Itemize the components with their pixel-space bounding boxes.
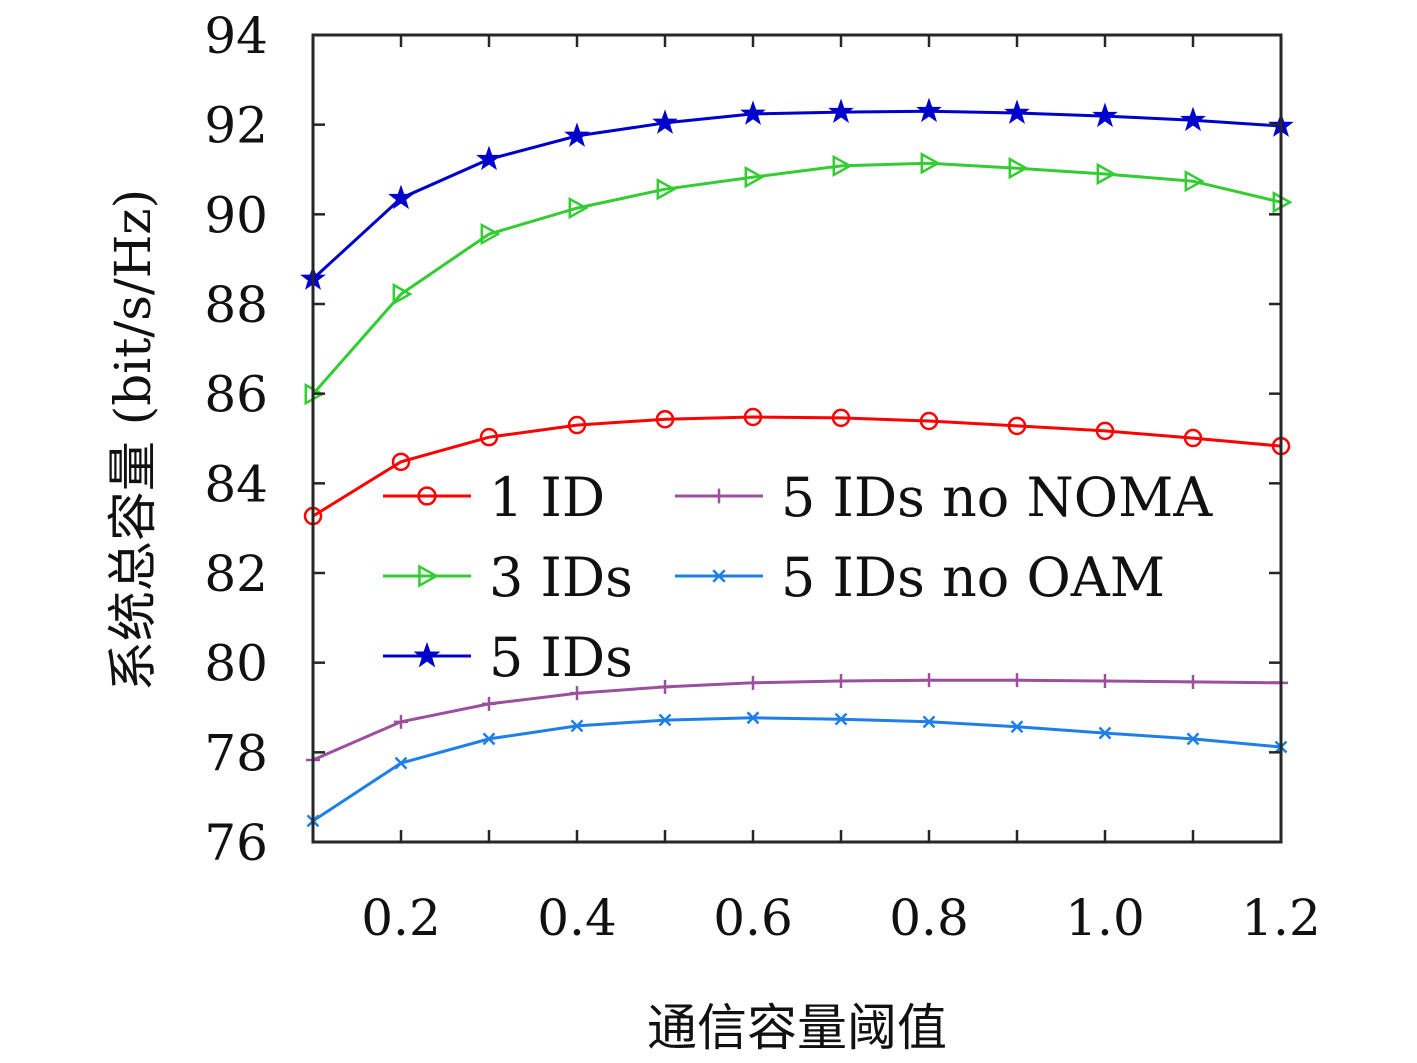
x-marker xyxy=(834,712,848,726)
plus-marker xyxy=(1010,673,1024,688)
series-line xyxy=(311,109,1282,281)
legend-item: 1 ID xyxy=(383,466,605,529)
circle-marker xyxy=(655,409,675,429)
plot-frame xyxy=(311,33,1283,844)
star-marker xyxy=(476,145,502,171)
x-marker xyxy=(482,732,496,746)
triangle-marker xyxy=(1008,157,1029,180)
x-marker xyxy=(712,569,726,583)
star-marker xyxy=(1092,102,1118,128)
x-marker xyxy=(1186,732,1200,746)
star-marker xyxy=(388,184,414,210)
triangle-marker xyxy=(392,283,413,306)
x-tick-label: 0.4 xyxy=(537,889,617,947)
star-marker xyxy=(916,97,942,123)
y-tick-label: 94 xyxy=(204,7,268,65)
triangle-marker xyxy=(568,196,589,220)
star-marker xyxy=(828,98,854,124)
star-marker xyxy=(740,100,766,125)
circle-marker xyxy=(391,452,411,472)
x-marker xyxy=(394,756,408,770)
plus-marker xyxy=(1098,674,1112,689)
plus-marker xyxy=(922,673,936,688)
triangle-marker xyxy=(418,564,440,588)
triangle-marker xyxy=(744,165,765,189)
star-marker xyxy=(413,641,441,668)
triangle-marker xyxy=(656,178,677,201)
plus-marker xyxy=(482,696,496,711)
circle-marker xyxy=(831,408,851,428)
y-tick-label: 86 xyxy=(204,366,268,424)
legend-label: 5 IDs no NOMA xyxy=(781,466,1213,529)
plus-marker xyxy=(746,675,760,690)
star-marker xyxy=(652,109,678,134)
ticks-layer: 0.2 0.4 0.6 0.8 1.0 1.2 76 78 80 82 84 86 88 90 92 94 xyxy=(204,7,1320,947)
series-1-id xyxy=(303,407,1291,526)
triangle-marker xyxy=(480,222,501,246)
star-marker xyxy=(1180,106,1206,132)
x-marker xyxy=(570,719,584,733)
plus-marker xyxy=(834,674,848,689)
x-tick-label: 1.2 xyxy=(1241,889,1321,947)
plus-marker xyxy=(1186,674,1200,689)
triangle-marker xyxy=(1184,170,1205,193)
y-tick-label: 78 xyxy=(204,724,268,782)
x-axis-title: 通信容量阈值 xyxy=(647,999,947,1057)
legend-label: 3 IDs xyxy=(489,546,633,609)
x-marker xyxy=(922,715,936,729)
triangle-marker xyxy=(1096,162,1117,186)
legend-item: 5 IDs no OAM xyxy=(675,546,1165,609)
y-tick-label: 92 xyxy=(204,97,268,155)
series-line xyxy=(312,716,1282,823)
plus-marker xyxy=(711,488,727,504)
circle-marker xyxy=(1007,416,1027,436)
legend-label: 5 IDs no OAM xyxy=(781,546,1165,609)
x-marker xyxy=(1010,720,1024,734)
legend: 1 ID 3 IDs 5 IDs 5 IDs no NOMA 5 IDs no OAM xyxy=(383,466,1213,689)
plus-marker xyxy=(658,679,672,694)
legend-item: 5 IDs no NOMA xyxy=(675,466,1213,529)
series-line xyxy=(312,678,1282,762)
y-tick-label: 82 xyxy=(204,545,268,603)
series-3-ids xyxy=(304,152,1293,406)
x-tick-label: 0.8 xyxy=(889,889,969,947)
x-tick-label: 0.2 xyxy=(361,889,441,947)
series-5-ids-no-noma xyxy=(306,673,1288,767)
series-line xyxy=(311,161,1282,396)
y-tick-label: 88 xyxy=(204,276,268,334)
legend-item: 3 IDs xyxy=(383,546,633,609)
triangle-marker xyxy=(920,152,941,175)
circle-marker xyxy=(1183,428,1203,448)
y-tick-label: 76 xyxy=(204,814,268,872)
star-marker xyxy=(564,122,590,147)
legend-label: 5 IDs xyxy=(489,626,633,689)
circle-marker xyxy=(919,411,939,431)
series-5-ids-no-oam xyxy=(306,711,1288,828)
y-tick-label: 90 xyxy=(204,186,268,244)
x-marker xyxy=(658,713,672,727)
y-tick-label: 80 xyxy=(204,635,268,693)
circle-marker xyxy=(567,415,587,435)
star-marker xyxy=(1004,99,1030,124)
legend-label: 1 ID xyxy=(489,466,605,529)
circle-marker xyxy=(479,427,499,447)
series-layer xyxy=(300,97,1294,828)
x-tick-label: 1.0 xyxy=(1065,889,1145,947)
plus-marker xyxy=(394,714,408,729)
legend-item: 5 IDs xyxy=(383,626,633,689)
y-tick-label: 84 xyxy=(204,455,268,513)
triangle-marker xyxy=(832,154,853,178)
x-marker xyxy=(1098,726,1112,740)
y-axis-title: 系统总容量 (bit/s/Hz) xyxy=(104,189,162,691)
circle-marker xyxy=(743,407,763,427)
circle-marker xyxy=(417,486,437,506)
plus-marker xyxy=(570,686,584,701)
x-tick-label: 0.6 xyxy=(713,889,793,947)
circle-marker xyxy=(1095,421,1115,441)
series-line xyxy=(312,415,1282,518)
x-marker xyxy=(746,711,760,725)
